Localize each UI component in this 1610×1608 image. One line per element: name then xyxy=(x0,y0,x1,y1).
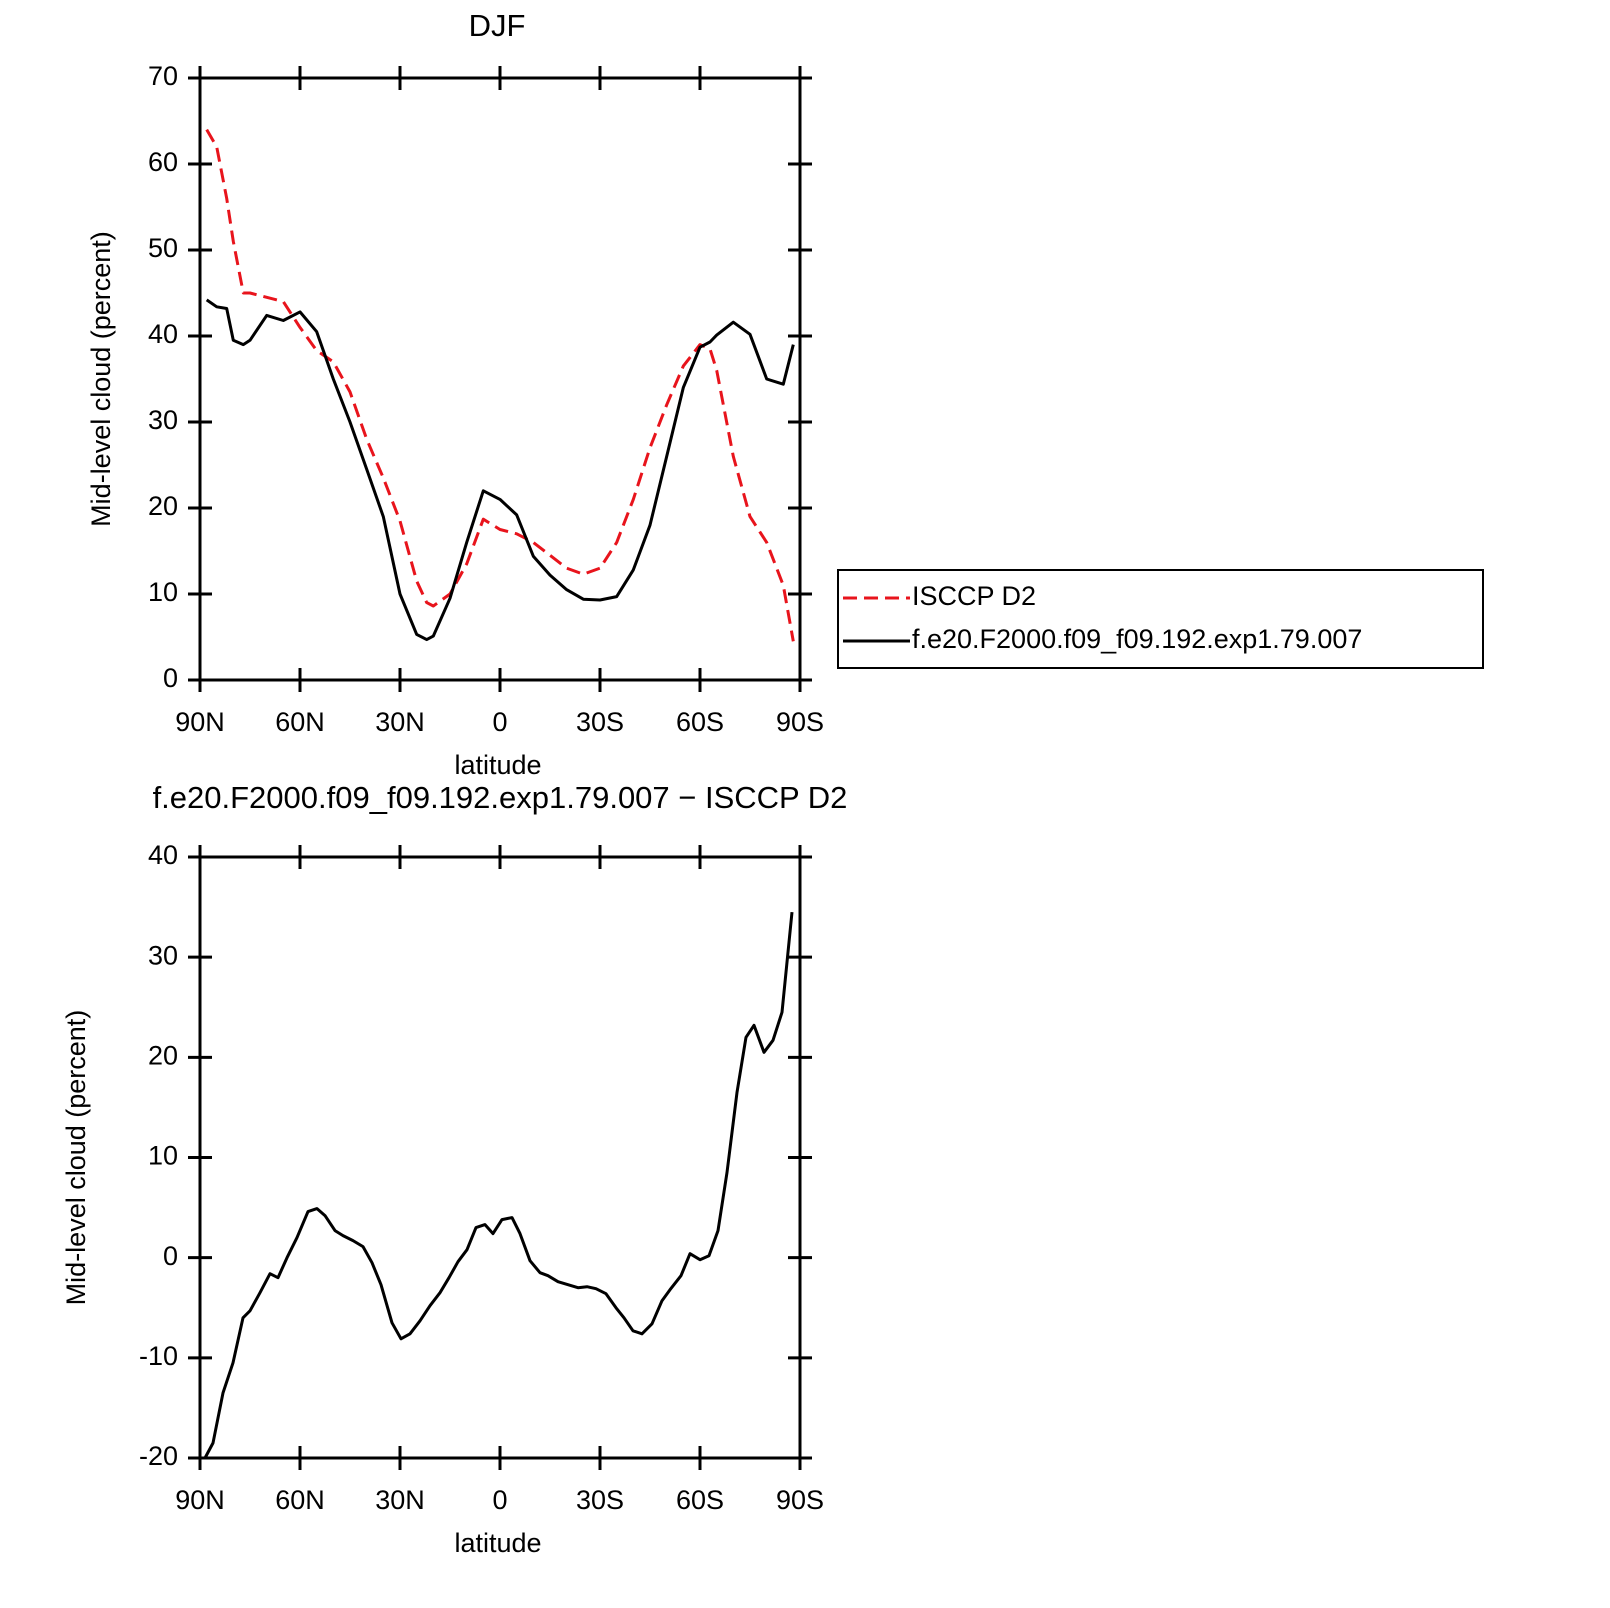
x-tick-label: 60S xyxy=(676,1485,724,1515)
x-tick-label: 30N xyxy=(375,1485,425,1515)
data-line xyxy=(205,298,795,642)
data-line xyxy=(205,128,795,642)
x-axis-label: latitude xyxy=(454,1528,541,1558)
x-tick-label: 0 xyxy=(492,707,507,737)
data-line xyxy=(203,911,794,1459)
x-tick-label: 30S xyxy=(576,707,624,737)
y-tick-label: 10 xyxy=(148,577,178,607)
chart-title: DJF xyxy=(469,8,526,43)
y-axis-label: Mid-level cloud (percent) xyxy=(61,1010,91,1306)
y-tick-label: 40 xyxy=(148,319,178,349)
y-tick-label: 60 xyxy=(148,147,178,177)
y-tick-label: 20 xyxy=(148,1040,178,1070)
x-tick-label: 30S xyxy=(576,1485,624,1515)
x-tick-label: 60N xyxy=(275,707,325,737)
y-tick-label: 0 xyxy=(163,663,178,693)
y-tick-label: 70 xyxy=(148,61,178,91)
legend-label: ISCCP D2 xyxy=(912,581,1036,611)
legend-box xyxy=(837,569,1484,669)
y-tick-label: 0 xyxy=(163,1241,178,1271)
y-tick-label: 50 xyxy=(148,233,178,263)
y-tick-label: 30 xyxy=(148,940,178,970)
chart-title: f.e20.F2000.f09_f09.192.exp1.79.007 − IS… xyxy=(153,780,848,815)
x-axis-label: latitude xyxy=(454,750,541,780)
x-tick-label: 90S xyxy=(776,1485,824,1515)
x-tick-label: 90S xyxy=(776,707,824,737)
x-tick-label: 0 xyxy=(492,1485,507,1515)
x-tick-label: 30N xyxy=(375,707,425,737)
x-tick-label: 90N xyxy=(175,707,225,737)
plot-frame xyxy=(198,76,802,682)
legend-label: f.e20.F2000.f09_f09.192.exp1.79.007 xyxy=(912,624,1362,654)
plot-frame xyxy=(198,855,802,1460)
y-tick-label: 20 xyxy=(148,491,178,521)
y-tick-label: 10 xyxy=(148,1141,178,1171)
x-tick-label: 90N xyxy=(175,1485,225,1515)
y-tick-label: -10 xyxy=(139,1341,178,1371)
x-tick-label: 60N xyxy=(275,1485,325,1515)
y-axis-label: Mid-level cloud (percent) xyxy=(86,231,116,527)
y-tick-label: -20 xyxy=(139,1441,178,1471)
y-tick-label: 30 xyxy=(148,405,178,435)
y-tick-label: 40 xyxy=(148,840,178,870)
x-tick-label: 60S xyxy=(676,707,724,737)
